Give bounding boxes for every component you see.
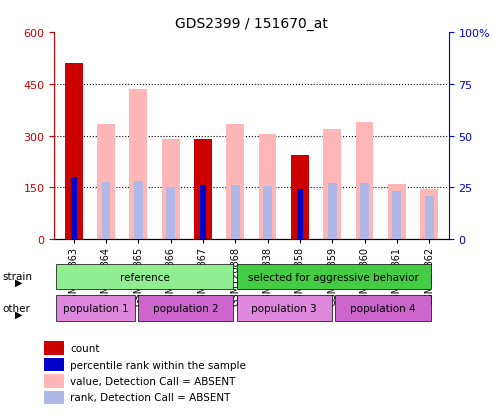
- FancyBboxPatch shape: [138, 295, 233, 321]
- Bar: [355, 123, 374, 240]
- Bar: [388, 185, 406, 240]
- Bar: [425, 197, 434, 240]
- Text: population 3: population 3: [251, 303, 317, 313]
- FancyBboxPatch shape: [335, 295, 430, 321]
- Title: GDS2399 / 151670_at: GDS2399 / 151670_at: [175, 17, 328, 31]
- Bar: [297, 190, 303, 240]
- Text: ▶: ▶: [15, 278, 22, 287]
- FancyBboxPatch shape: [44, 374, 64, 388]
- FancyBboxPatch shape: [237, 295, 332, 321]
- FancyBboxPatch shape: [56, 264, 233, 290]
- Text: selected for aggressive behavior: selected for aggressive behavior: [248, 272, 419, 282]
- Bar: [162, 140, 179, 240]
- Bar: [166, 188, 175, 240]
- Text: value, Detection Call = ABSENT: value, Detection Call = ABSENT: [70, 376, 236, 386]
- Text: other: other: [2, 303, 31, 313]
- Bar: [259, 135, 277, 240]
- FancyBboxPatch shape: [237, 264, 430, 290]
- Bar: [392, 191, 401, 240]
- Bar: [200, 186, 206, 240]
- Bar: [360, 183, 369, 240]
- Bar: [129, 90, 147, 240]
- Text: percentile rank within the sample: percentile rank within the sample: [70, 360, 246, 370]
- Text: ▶: ▶: [15, 309, 22, 319]
- Text: strain: strain: [2, 272, 33, 282]
- Text: population 4: population 4: [350, 303, 416, 313]
- Bar: [102, 183, 110, 240]
- FancyBboxPatch shape: [44, 391, 64, 404]
- FancyBboxPatch shape: [56, 295, 135, 321]
- Bar: [70, 178, 77, 240]
- FancyBboxPatch shape: [44, 358, 64, 371]
- Text: population 1: population 1: [63, 303, 128, 313]
- Bar: [328, 183, 337, 240]
- Bar: [231, 185, 240, 240]
- FancyBboxPatch shape: [44, 342, 64, 355]
- Text: count: count: [70, 343, 100, 353]
- Text: rank, Detection Call = ABSENT: rank, Detection Call = ABSENT: [70, 392, 231, 402]
- Bar: [194, 140, 212, 240]
- Bar: [263, 187, 272, 240]
- Bar: [134, 182, 143, 240]
- Bar: [65, 64, 82, 240]
- Bar: [226, 124, 244, 240]
- Text: population 2: population 2: [153, 303, 218, 313]
- Bar: [323, 129, 341, 240]
- Bar: [97, 124, 115, 240]
- Bar: [421, 190, 438, 240]
- Text: reference: reference: [120, 272, 170, 282]
- Bar: [291, 155, 309, 240]
